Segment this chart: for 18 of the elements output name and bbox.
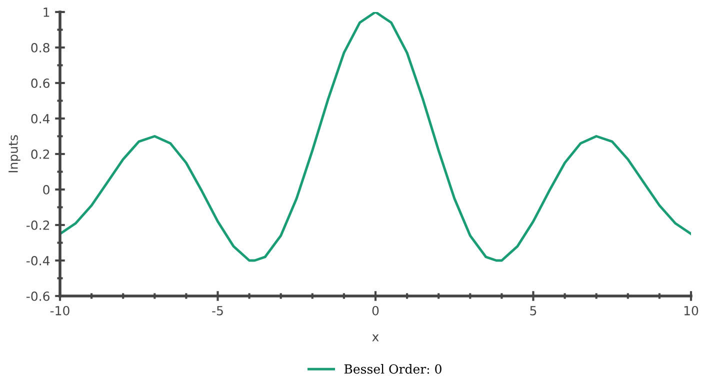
- legend-label: Bessel Order: 0: [344, 364, 442, 374]
- x-tick-label: 0: [372, 306, 379, 316]
- y-tick-label: -0.2: [26, 220, 50, 230]
- y-tick-label: 1: [44, 8, 50, 17]
- y-tick-label: -0.6: [26, 291, 50, 301]
- x-tick-label: -10: [50, 306, 70, 316]
- x-tick-label: 5: [530, 306, 536, 316]
- y-axis-title: Inputs: [8, 135, 20, 172]
- x-tick-label: 10: [684, 306, 698, 316]
- y-tick-label: -0.4: [26, 256, 50, 266]
- x-axis-title: x: [372, 334, 379, 342]
- line-series: [60, 12, 691, 262]
- y-tick-label: 0.6: [31, 78, 50, 88]
- y-tick-label: 0: [43, 184, 50, 194]
- x-tick-label: -5: [212, 306, 223, 316]
- y-tick-label: 0.4: [31, 114, 50, 124]
- y-tick-label: 0.8: [31, 42, 50, 52]
- y-tick-label: 0.2: [31, 149, 50, 159]
